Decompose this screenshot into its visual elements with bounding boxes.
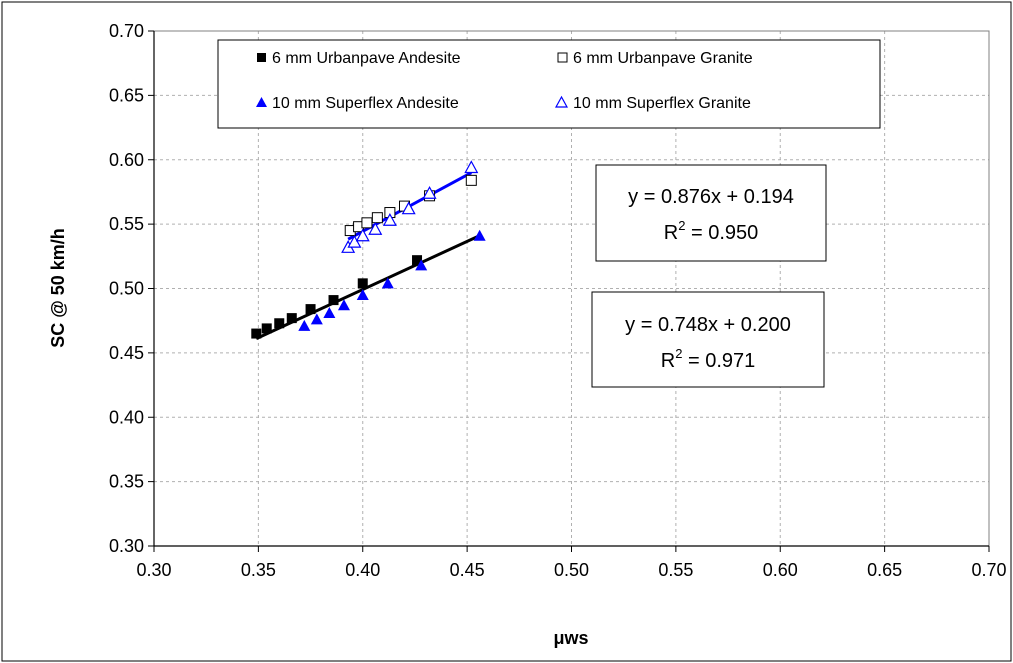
y-tick-label: 0.55	[109, 214, 144, 234]
y-tick-label: 0.60	[109, 150, 144, 170]
legend-label-10mm-granite: 10 mm Superflex Granite	[573, 95, 751, 112]
equation-granite-line2: R2 = 0.950	[664, 218, 759, 244]
y-tick-label: 0.40	[109, 407, 144, 427]
legend: 6 mm Urbanpave Andesite 6 mm Urbanpave G…	[217, 39, 881, 129]
data-point-series-2	[323, 306, 336, 318]
y-tick-label: 0.70	[109, 21, 144, 41]
legend-marker-6mm-granite	[557, 52, 568, 63]
x-tick-label: 0.60	[763, 560, 798, 580]
data-point-series-0	[412, 255, 423, 266]
y-tick-label: 0.35	[109, 472, 144, 492]
equation-granite-line1: y = 0.876x + 0.194	[628, 186, 794, 208]
data-point-series-2	[381, 277, 394, 289]
equation-box-granite-frame	[595, 164, 827, 262]
data-point-series-2	[337, 299, 350, 311]
data-point-series-2	[298, 319, 311, 331]
y-tick-label: 0.50	[109, 279, 144, 299]
data-point-series-0	[251, 328, 262, 339]
legend-marker-6mm-andesite	[257, 53, 266, 62]
equation-box-andesite-frame	[591, 291, 825, 388]
x-axis-title: μws	[553, 628, 588, 648]
data-point-series-0	[305, 304, 316, 315]
data-point-series-2	[356, 288, 369, 300]
x-tick-label: 0.65	[867, 560, 902, 580]
y-tick-label: 0.30	[109, 536, 144, 556]
equation-box-granite: y = 0.876x + 0.194 R2 = 0.950	[595, 164, 827, 262]
data-point-series-0	[274, 318, 285, 329]
equation-box-andesite: y = 0.748x + 0.200 R2 = 0.971	[591, 291, 825, 388]
y-tick-label: 0.45	[109, 343, 144, 363]
legend-marker-10mm-granite	[554, 95, 569, 108]
x-tick-label: 0.40	[345, 560, 380, 580]
axes: 0.30 0.35 0.40 0.45 0.50 0.55 0.60 0.65 0.70 0.30…	[109, 21, 1007, 580]
legend-label-6mm-granite: 6 mm Urbanpave Granite	[573, 50, 753, 67]
data-point-series-2	[310, 313, 323, 325]
data-point-series-3	[368, 222, 383, 235]
data-point-series-0	[357, 278, 368, 289]
data-point-series-3	[355, 228, 370, 242]
data-point-series-1	[361, 217, 373, 229]
data-point-series-0	[286, 313, 297, 324]
y-tick-label: 0.65	[109, 85, 144, 105]
x-tick-label: 0.35	[241, 560, 276, 580]
legend-label-10mm-andesite: 10 mm Superflex Andesite	[272, 95, 459, 112]
data-point-series-3	[347, 234, 362, 248]
data-point-series-1	[371, 212, 383, 224]
data-point-series-0	[261, 323, 272, 334]
data-point-series-3	[401, 201, 416, 215]
data-point-series-1	[465, 174, 477, 186]
equation-andesite-line2: R2 = 0.971	[661, 346, 756, 372]
data-markers	[251, 160, 486, 339]
data-point-series-0	[328, 295, 339, 306]
data-point-series-2	[473, 229, 486, 241]
legend-label-6mm-andesite: 6 mm Urbanpave Andesite	[272, 50, 461, 67]
data-point-series-3	[382, 213, 397, 226]
y-axis-title: SC @ 50 km/h	[48, 228, 68, 348]
data-point-series-3	[464, 160, 479, 174]
x-tick-label: 0.30	[136, 560, 171, 580]
equation-andesite-line1: y = 0.748x + 0.200	[625, 314, 791, 336]
x-tick-label: 0.55	[658, 560, 693, 580]
legend-box	[217, 39, 881, 129]
x-tick-label: 0.70	[971, 560, 1006, 580]
data-point-series-2	[415, 259, 428, 271]
x-tick-label: 0.45	[450, 560, 485, 580]
data-point-series-3	[422, 185, 437, 199]
legend-marker-10mm-andesite	[256, 97, 267, 107]
x-tick-label: 0.50	[554, 560, 589, 580]
